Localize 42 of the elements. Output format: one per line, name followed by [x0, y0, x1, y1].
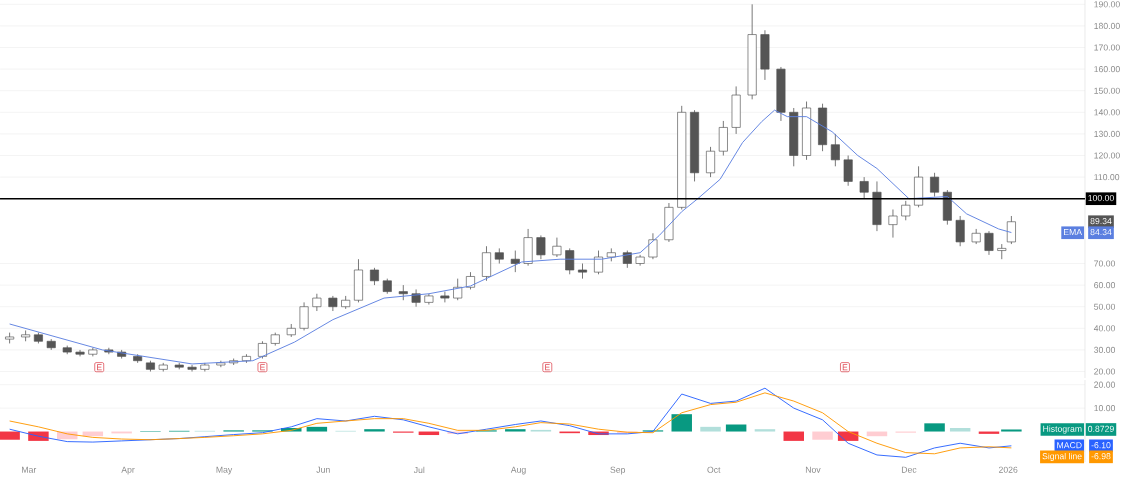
x-tick-label: Aug	[510, 466, 526, 475]
y-tick-label: 160.00	[1094, 66, 1120, 73]
text: -6.10	[1091, 442, 1111, 449]
y-tick-label: 180.00	[1094, 22, 1120, 29]
y-tick-label: 40.00	[1093, 325, 1116, 332]
legend-label: Histogram	[1043, 425, 1082, 434]
y-tick-label: 120.00	[1094, 152, 1120, 159]
text: 0.8729	[1088, 425, 1114, 432]
ref-line-label: 100.00	[1088, 195, 1114, 202]
y-tick-label: 190.00	[1094, 1, 1120, 8]
y-tick-label: 20.00	[1094, 368, 1116, 375]
x-tick-label: Jul	[413, 466, 425, 474]
annotation: E	[260, 364, 265, 371]
y-tick-label: 60.00	[1094, 282, 1116, 289]
y-tick-label: 140.00	[1094, 109, 1120, 116]
legend-label: Signal line	[1042, 452, 1082, 461]
y-tick-label: 110.00	[1094, 174, 1120, 181]
x-tick-label: Oct	[707, 466, 721, 473]
y-tick-label: 30.00	[1094, 346, 1116, 353]
x-tick-label: Sep	[610, 466, 626, 475]
text: 89.34	[1090, 218, 1112, 225]
x-tick-label: May	[216, 466, 233, 475]
y-tick-label: 170.00	[1094, 44, 1120, 51]
y-tick-label: 20.00	[1094, 381, 1116, 388]
x-tick-label: Mar	[22, 466, 37, 473]
y-tick-label: 10.00	[1094, 405, 1116, 412]
annotation: E	[842, 364, 848, 371]
x-tick-label: Jun	[316, 466, 330, 473]
y-tick-label: 50.00	[1094, 303, 1116, 310]
annotation: E	[97, 364, 102, 371]
legend-label: EMA	[1063, 229, 1083, 236]
text: 84.34	[1090, 229, 1112, 236]
text: -6.98	[1091, 453, 1111, 460]
x-tick-label: Nov	[805, 466, 821, 473]
annotation: E	[545, 364, 550, 371]
x-tick-label: Apr	[121, 466, 135, 475]
x-tick-label: Dec	[901, 466, 917, 473]
y-tick-label: 150.00	[1094, 87, 1120, 94]
y-tick-label: 130.00	[1094, 130, 1120, 137]
y-tick-label: 70.00	[1094, 260, 1116, 267]
x-tick-label: 2026	[998, 466, 1018, 473]
legend-label: MACD	[1057, 442, 1082, 449]
